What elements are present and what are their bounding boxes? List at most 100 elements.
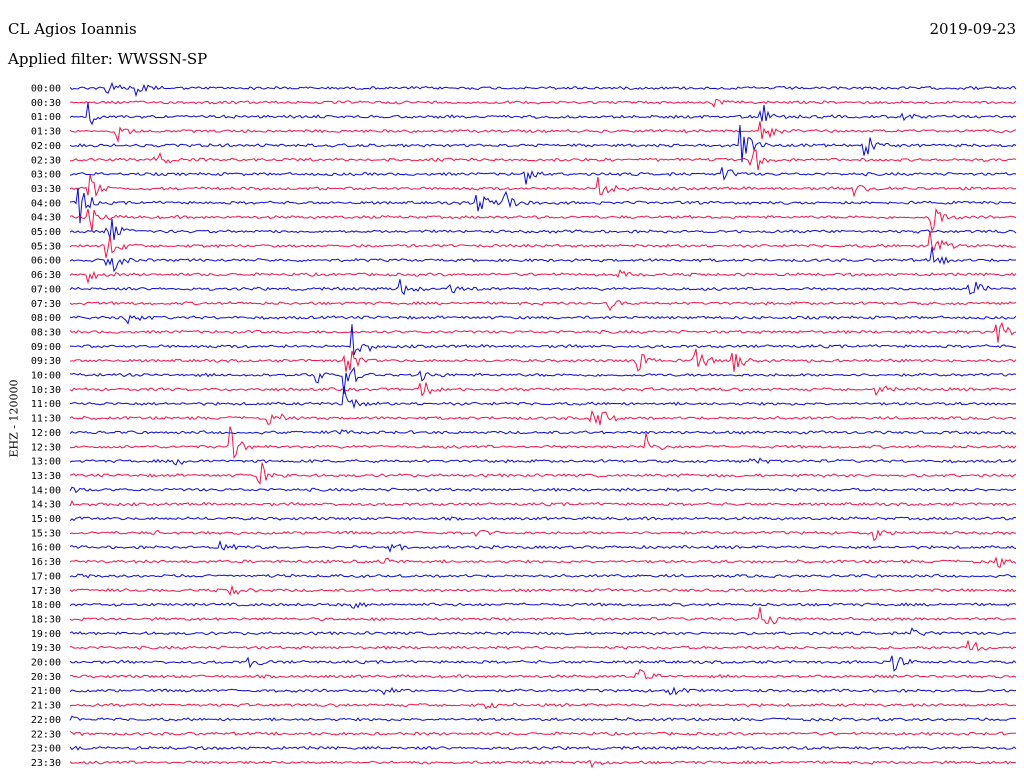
trace-line [70,149,1017,171]
tick-label: 12:00 [31,428,61,439]
tick-label: 18:30 [31,614,61,625]
trace-line [69,426,1017,459]
trace-line [69,187,1017,224]
tick-label: 15:30 [31,528,61,539]
trace-line [69,269,1017,285]
trace-line [69,539,1017,554]
trace-line [69,627,1016,637]
trace-line [69,366,1017,395]
tick-label: 01:00 [31,112,61,123]
trace-line [69,731,1017,737]
trace-line [69,230,1017,258]
trace-line [69,745,1017,751]
trace-line [69,529,1016,542]
trace-line [69,102,1017,126]
trace-line [69,382,1017,397]
trace-line [69,686,1017,696]
tick-label: 09:30 [31,356,61,367]
tick-label: 08:00 [31,313,61,324]
tick-label: 18:00 [31,600,61,611]
tick-label: 04:30 [31,213,61,224]
trace-line [69,124,1017,163]
tick-label: 23:00 [31,744,61,755]
date-label: 2019-09-23 [929,20,1016,38]
tick-label: 14:00 [31,485,61,496]
trace-line [69,457,1017,466]
tick-label: 15:00 [31,514,61,525]
tick-label: 01:30 [31,127,61,138]
trace-line [69,409,1017,426]
trace-line [69,601,1017,609]
trace-line [69,429,1017,435]
tick-label: 14:30 [31,500,61,511]
tick-label: 06:00 [31,256,61,267]
tick-label: 20:30 [31,672,61,683]
trace-line [69,81,1017,98]
trace-line [69,218,1017,241]
trace-line [69,121,1017,144]
tick-label: 17:00 [31,571,61,582]
tick-label: 05:30 [31,241,61,252]
filter-label: Applied filter: WWSSN-SP [8,50,208,68]
trace-line [69,584,1017,597]
tick-label: 13:30 [31,471,61,482]
tick-label: 10:00 [31,371,61,382]
tick-label: 16:00 [31,543,61,554]
tick-label: 20:00 [31,658,61,669]
tick-label: 06:30 [31,270,61,281]
trace-line [69,759,1017,769]
trace-line [69,279,1017,296]
tick-label: 22:00 [31,715,61,726]
trace-line [69,486,1017,494]
trace-line [69,715,1017,722]
tick-label: 11:30 [31,414,61,425]
trace-line [69,321,1017,343]
tick-label: 10:30 [31,385,61,396]
tick-label: 00:30 [31,98,61,109]
tick-label: 07:30 [31,299,61,310]
trace-line [69,668,1017,680]
trace-line [69,207,1017,233]
tick-label: 13:00 [31,457,61,468]
trace-line [69,386,1017,410]
tick-label: 07:00 [31,284,61,295]
trace-line [69,655,1017,672]
tick-label: 21:30 [31,701,61,712]
trace-line [69,246,1016,273]
trace-line [69,462,1017,485]
tick-label: 03:00 [31,170,61,181]
tick-label: 12:30 [31,442,61,453]
tick-label: 16:30 [31,557,61,568]
tick-label: 11:00 [31,399,61,410]
trace-line [69,702,1017,710]
tick-label: 04:00 [31,198,61,209]
trace-line [69,300,1017,312]
trace-line [69,640,1017,652]
tick-label: 03:30 [31,184,61,195]
trace-line [69,607,1017,625]
tick-label: 02:30 [31,155,61,166]
tick-label: 17:30 [31,586,61,597]
tick-label: 22:30 [31,729,61,740]
tick-label: 02:00 [31,141,61,152]
tick-label: 21:00 [31,686,61,697]
trace-line [69,167,1017,185]
trace-line [69,516,1017,522]
tick-label: 19:30 [31,643,61,654]
tick-label: 05:00 [31,227,61,238]
trace-line [69,573,1017,579]
trace-line [69,348,1017,372]
trace-line [69,174,1017,198]
tick-label: 19:00 [31,629,61,640]
tick-label: 00:00 [31,84,61,95]
trace-line [69,556,1017,569]
trace-line [69,314,1017,325]
trace-line [69,98,1017,108]
station-title: CL Agios Ioannis [8,20,137,38]
tick-label: 08:30 [31,327,61,338]
tick-label: 23:30 [31,758,61,769]
tick-label: 09:00 [31,342,61,353]
trace-line [69,324,1017,356]
trace-line [69,500,1017,507]
